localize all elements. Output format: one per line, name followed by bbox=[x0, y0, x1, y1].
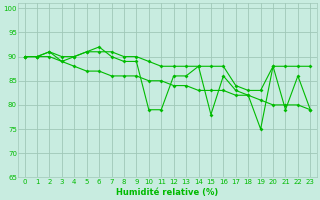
X-axis label: Humidité relative (%): Humidité relative (%) bbox=[116, 188, 219, 197]
